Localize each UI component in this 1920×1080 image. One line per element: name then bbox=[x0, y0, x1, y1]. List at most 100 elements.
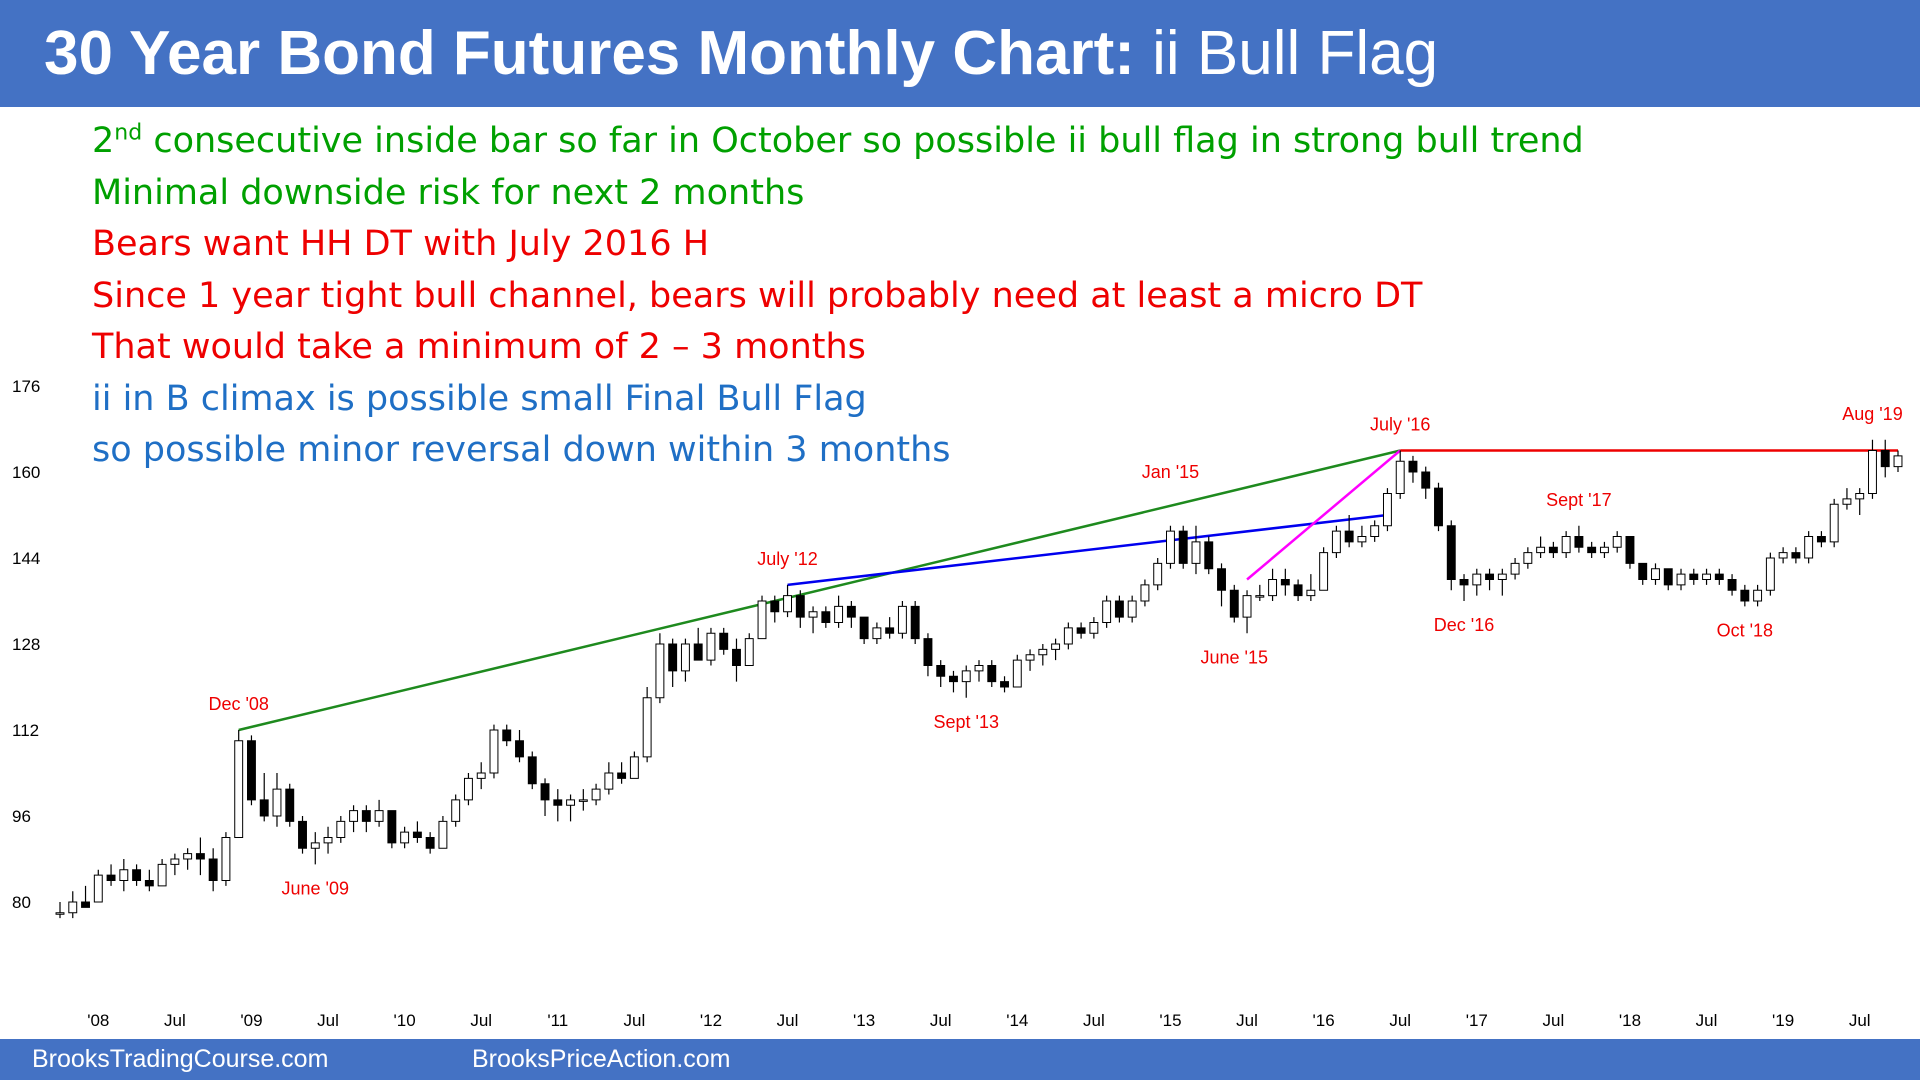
candle-body bbox=[1689, 573, 1699, 580]
candle bbox=[540, 778, 550, 816]
candle bbox=[1370, 520, 1380, 542]
x-tick-label: '18 bbox=[1619, 1011, 1641, 1030]
candle bbox=[361, 805, 371, 833]
candle-body bbox=[1880, 450, 1890, 468]
candle-body bbox=[1063, 627, 1073, 645]
candle bbox=[310, 832, 320, 865]
candle bbox=[144, 869, 154, 892]
candle bbox=[1791, 547, 1801, 564]
candle-body bbox=[1561, 536, 1571, 554]
candle-body bbox=[1829, 503, 1839, 543]
candle-body bbox=[1434, 487, 1443, 527]
candle-body bbox=[463, 777, 473, 801]
candle-body bbox=[515, 740, 524, 758]
candle bbox=[757, 595, 767, 640]
candle bbox=[1893, 450, 1903, 472]
candle bbox=[400, 826, 410, 849]
swing-label: Sept '17 bbox=[1546, 490, 1612, 510]
candle-body bbox=[527, 756, 537, 785]
x-tick-label: '15 bbox=[1159, 1011, 1181, 1030]
candle bbox=[1280, 568, 1290, 596]
candle bbox=[1727, 574, 1737, 596]
candle-body bbox=[1331, 530, 1341, 554]
candle-body bbox=[655, 643, 665, 699]
candle-body bbox=[1778, 552, 1788, 559]
candle bbox=[1331, 525, 1341, 558]
candle bbox=[1217, 563, 1226, 607]
candle bbox=[578, 789, 588, 811]
x-tick-label: '08 bbox=[87, 1011, 109, 1030]
candle bbox=[1357, 525, 1367, 548]
candle-body bbox=[1765, 557, 1775, 591]
candle bbox=[553, 789, 563, 822]
candle bbox=[349, 805, 359, 833]
footer-right-link[interactable]: BrooksPriceAction.com bbox=[472, 1045, 731, 1073]
candle bbox=[808, 606, 818, 634]
candle bbox=[936, 660, 946, 687]
candle-body bbox=[795, 595, 805, 618]
candle-body bbox=[1842, 498, 1852, 505]
swing-label: Sept '13 bbox=[933, 712, 999, 732]
candle-body bbox=[1204, 541, 1214, 570]
candle-body bbox=[400, 831, 410, 844]
candle-body bbox=[1382, 493, 1392, 527]
x-tick-label: '09 bbox=[240, 1011, 262, 1030]
candle-body bbox=[770, 600, 780, 613]
candle bbox=[1472, 568, 1482, 596]
candle-body bbox=[157, 863, 167, 887]
candle-body bbox=[757, 600, 767, 640]
x-tick-label: Jul bbox=[164, 1011, 186, 1030]
title-main: 30 Year Bond Futures Monthly Chart: bbox=[44, 19, 1135, 88]
candle bbox=[642, 687, 652, 763]
candle bbox=[425, 832, 435, 854]
candle bbox=[783, 584, 792, 618]
candle-body bbox=[1025, 654, 1035, 661]
candle bbox=[961, 665, 971, 698]
candle-body bbox=[1153, 562, 1163, 586]
candle-body bbox=[1676, 573, 1686, 586]
candle-body bbox=[1140, 584, 1150, 602]
candle-body bbox=[119, 869, 129, 881]
candle-body bbox=[221, 837, 231, 881]
candle bbox=[1574, 525, 1584, 553]
candle bbox=[195, 837, 205, 876]
swing-label: Dec '16 bbox=[1434, 615, 1494, 635]
candle-body bbox=[1217, 568, 1226, 591]
candle-body bbox=[387, 810, 397, 844]
footer-left-link[interactable]: BrooksTradingCourse.com bbox=[32, 1045, 329, 1073]
candle bbox=[1523, 547, 1533, 569]
candle-body bbox=[1855, 493, 1865, 500]
candle bbox=[1536, 536, 1546, 558]
x-tick-label: Jul bbox=[1389, 1011, 1411, 1030]
candle bbox=[387, 810, 397, 849]
swing-label: Oct '18 bbox=[1717, 620, 1773, 640]
x-tick-label: '14 bbox=[1006, 1011, 1028, 1030]
candle-body bbox=[106, 874, 116, 881]
candle bbox=[515, 730, 524, 763]
candle bbox=[1382, 488, 1392, 532]
candle bbox=[298, 816, 307, 854]
candle bbox=[1510, 558, 1520, 580]
candle bbox=[1689, 568, 1699, 585]
x-tick-label: Jul bbox=[777, 1011, 799, 1030]
candle bbox=[1421, 466, 1431, 499]
candle-body bbox=[1306, 589, 1316, 597]
candle-body bbox=[247, 740, 256, 801]
note-text: ii in B climax is possible small Final B… bbox=[92, 378, 867, 419]
candle-body bbox=[668, 643, 678, 672]
candle-body bbox=[1497, 573, 1507, 580]
candle bbox=[527, 751, 537, 790]
note-ordinal: 2 bbox=[92, 121, 115, 161]
candle bbox=[234, 730, 244, 838]
candle-body bbox=[923, 638, 933, 666]
candle-body bbox=[1280, 579, 1290, 586]
candle-body bbox=[1446, 525, 1456, 580]
candle-body bbox=[68, 901, 78, 914]
footer: BrooksTradingCourse.com BrooksPriceActio… bbox=[0, 1039, 1920, 1080]
candle-body bbox=[591, 788, 601, 801]
candle bbox=[1702, 568, 1711, 585]
x-tick-label: Jul bbox=[1543, 1011, 1565, 1030]
trend-lines bbox=[238, 449, 1898, 732]
chart-title: 30 Year Bond Futures Monthly Chart: ii B… bbox=[0, 0, 1920, 107]
